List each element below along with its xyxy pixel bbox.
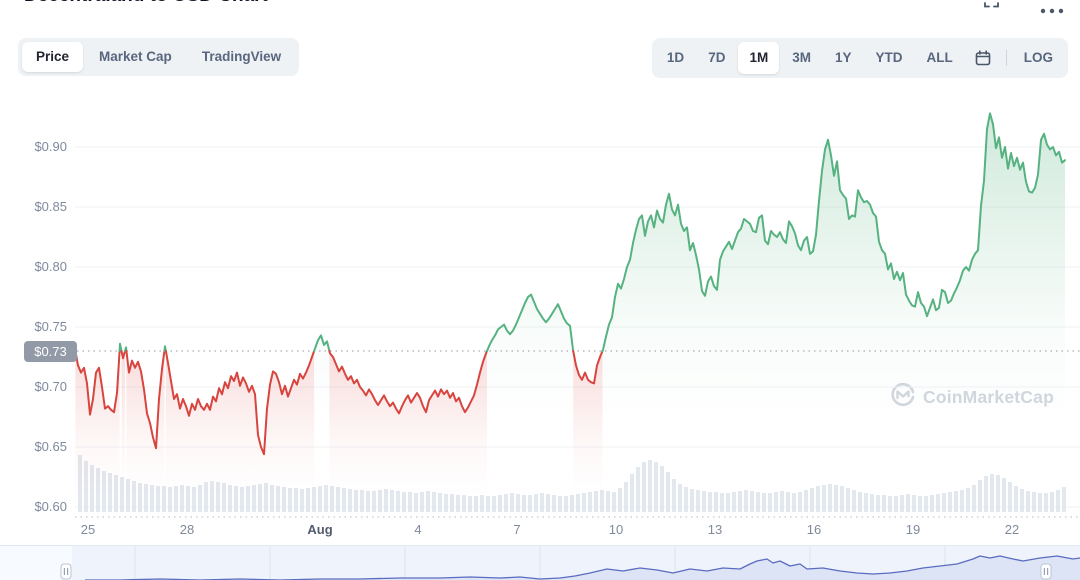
x-tick-label: 28	[179, 522, 195, 537]
range-button-1y[interactable]: 1Y	[824, 42, 863, 74]
y-tick-label: $0.60	[34, 499, 67, 514]
y-tick-label: $0.90	[34, 139, 67, 154]
navigator-right-handle[interactable]	[1040, 563, 1052, 580]
range-buttons: 1D 7D 1M 3M 1Y YTD ALL	[656, 42, 964, 74]
x-tick-label: 10	[608, 522, 624, 537]
x-tick-label: 16	[806, 522, 822, 537]
fullscreen-icon[interactable]	[984, 0, 999, 13]
calendar-icon[interactable]	[966, 44, 1000, 72]
page-title: Decentraland to USD Chart	[24, 0, 268, 7]
range-button-1d[interactable]: 1D	[656, 42, 695, 74]
y-tick-label: $0.75	[34, 319, 67, 334]
y-tick-label: $0.80	[34, 259, 67, 274]
y-tick-label: $0.65	[34, 439, 67, 454]
x-tick-label: 7	[513, 522, 521, 537]
toolbar-divider	[1005, 49, 1007, 66]
range-button-7d[interactable]: 7D	[697, 42, 736, 74]
x-tick-label: Aug	[307, 522, 333, 537]
range-button-1m[interactable]: 1M	[738, 42, 780, 74]
more-options-icon[interactable]	[1040, 1, 1064, 19]
x-tick-label: 22	[1004, 522, 1020, 537]
y-tick-label: $0.70	[34, 379, 67, 394]
tab-price[interactable]: Price	[22, 42, 84, 72]
range-button-all[interactable]: ALL	[916, 42, 964, 74]
x-tick-label: 4	[414, 522, 422, 537]
x-tick-label: 13	[707, 522, 723, 537]
date-range-toolbar: 1D 7D 1M 3M 1Y YTD ALL LOG	[651, 38, 1068, 78]
x-tick-label: 19	[905, 522, 921, 537]
navigator-left-handle[interactable]	[60, 563, 72, 580]
range-button-ytd[interactable]: YTD	[865, 42, 914, 74]
current-price-badge: $0.73	[24, 340, 77, 362]
tab-market-cap[interactable]: Market Cap	[85, 42, 186, 72]
y-tick-label: $0.85	[34, 199, 67, 214]
chart-type-tabs: Price Market Cap TradingView	[18, 38, 300, 76]
range-navigator[interactable]	[0, 545, 1080, 580]
range-button-3m[interactable]: 3M	[781, 42, 822, 74]
price-chart-plot[interactable]	[0, 90, 1080, 545]
x-tick-label: 25	[80, 522, 96, 537]
tab-tradingview[interactable]: TradingView	[188, 42, 295, 72]
log-scale-button[interactable]: LOG	[1013, 42, 1064, 74]
